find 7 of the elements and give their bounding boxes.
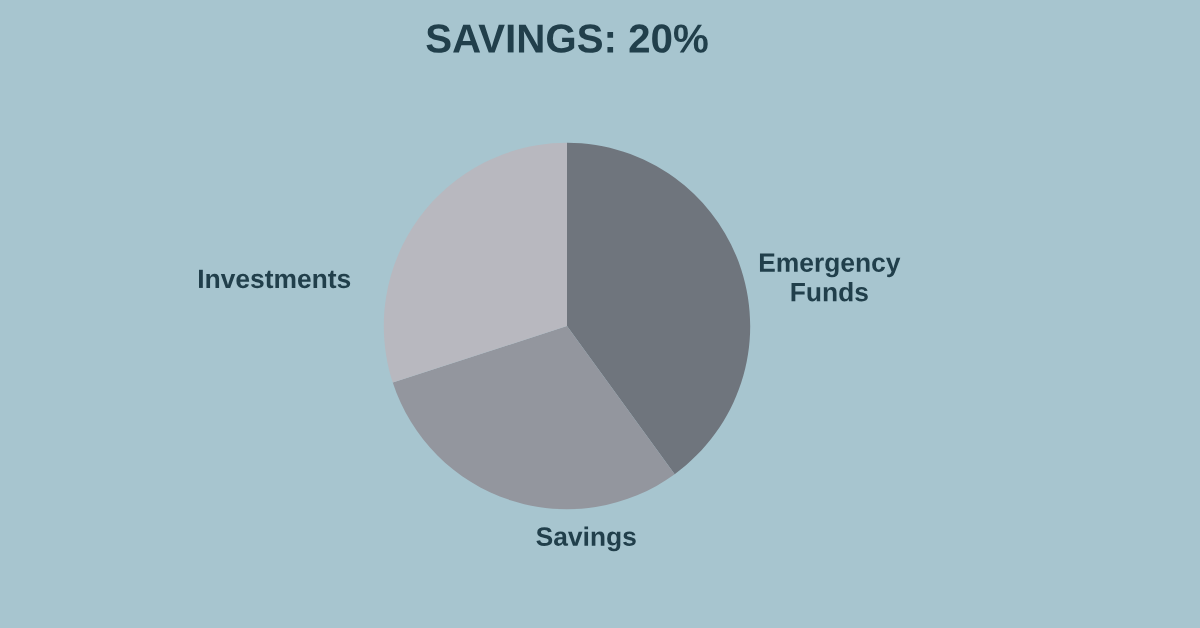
slice-label: Emergency Funds — [759, 253, 901, 302]
chart-title: SAVINGS: 20% — [426, 24, 708, 53]
pie-slice — [383, 142, 567, 383]
slice-label: Savings — [536, 526, 636, 552]
slice-label: Investments — [199, 269, 351, 289]
pie-slice — [392, 326, 675, 510]
pie-slice — [567, 142, 751, 475]
